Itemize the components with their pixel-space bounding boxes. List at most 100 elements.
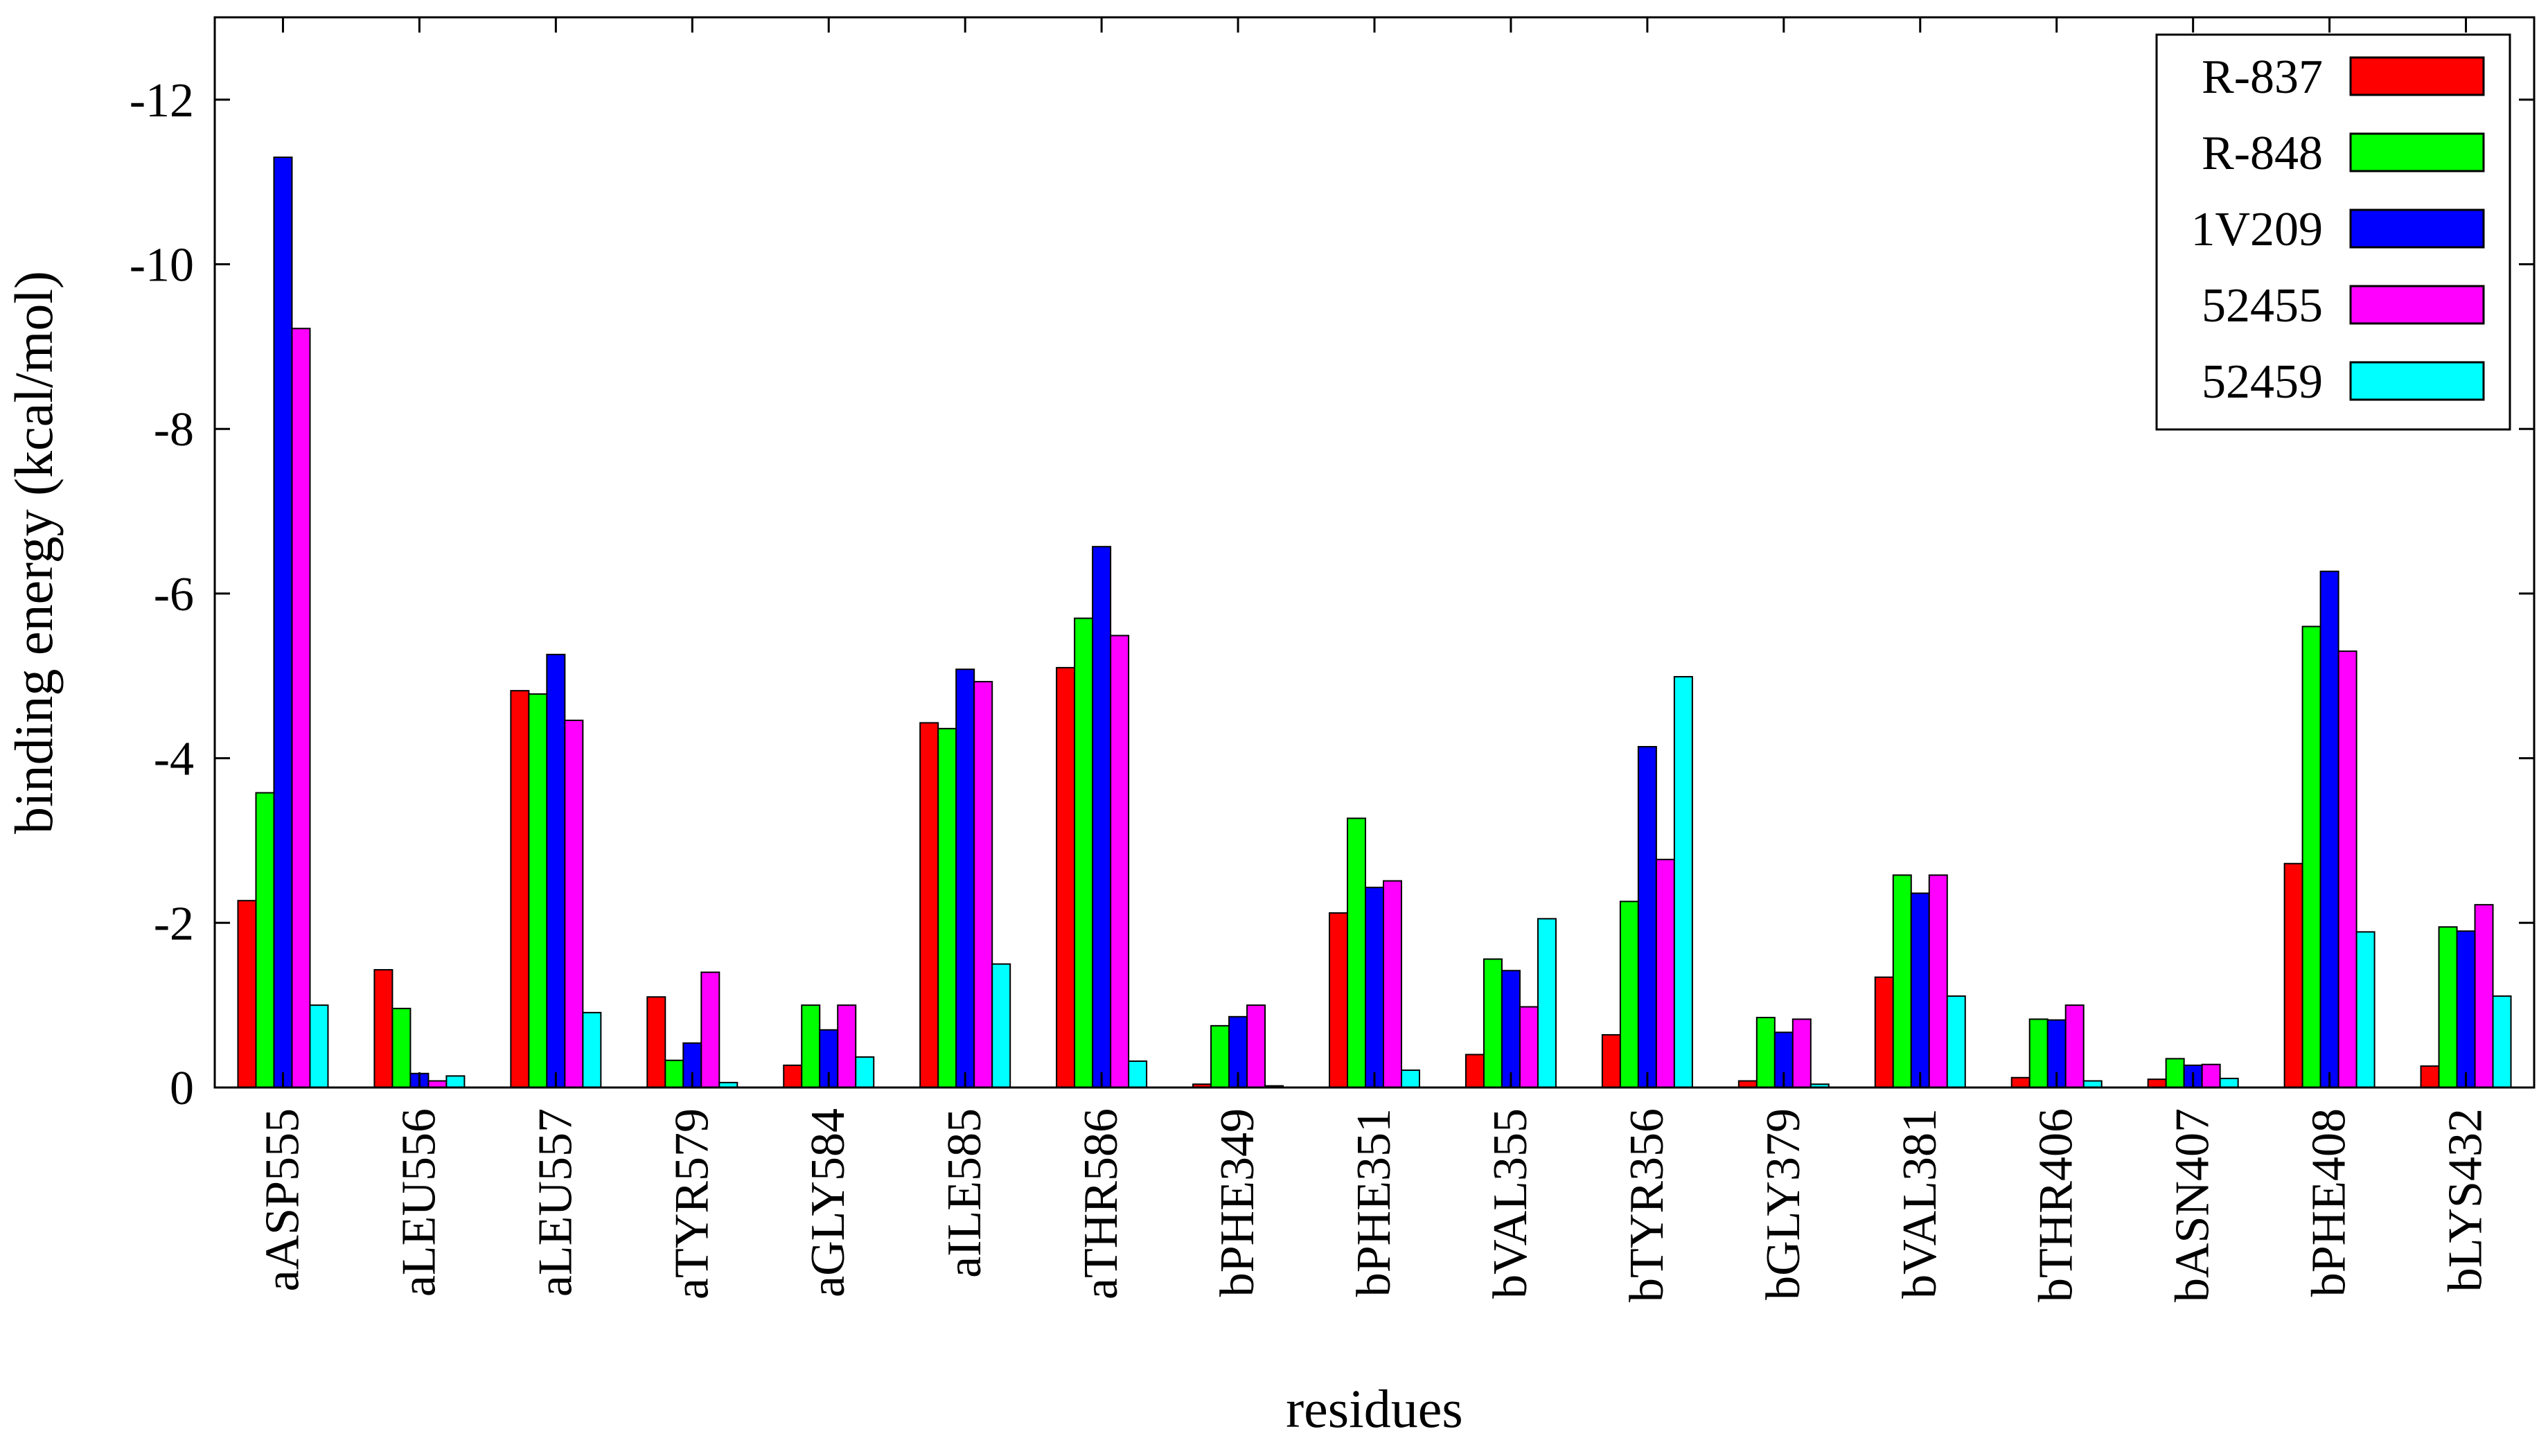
bar-52455-bval381 <box>1928 874 1948 1089</box>
x-tick-label: bTYR356 <box>1620 1108 1674 1302</box>
bar-r-848-blys432 <box>2438 926 2458 1088</box>
bar-52455-btyr356 <box>1655 858 1675 1088</box>
bar-52459-blys432 <box>2492 995 2512 1089</box>
bar-r-837-bval381 <box>1874 976 1894 1088</box>
bar-52455-bthr406 <box>2064 1004 2085 1088</box>
bar-r-837-bphe408 <box>2283 862 2303 1088</box>
bar-r-848-bval355 <box>1483 958 1503 1088</box>
x-tick-label: bVAL381 <box>1893 1108 1947 1299</box>
bar-52455-bphe408 <box>2337 650 2357 1088</box>
bar-1v209-blys432 <box>2456 930 2476 1088</box>
bar-r-848-aleu556 <box>391 1007 412 1089</box>
x-tick-label: aGLY584 <box>802 1108 855 1297</box>
bar-1v209-athr586 <box>1092 546 1112 1088</box>
bar-52459-aile585 <box>991 963 1011 1088</box>
bar-r-837-bphe351 <box>1329 912 1348 1088</box>
bar-r-848-athr586 <box>1074 617 1094 1088</box>
bar-52459-aasp555 <box>309 1004 329 1088</box>
bar-52459-bphe408 <box>2355 931 2376 1088</box>
bar-52455-bgly379 <box>1791 1018 1812 1088</box>
y-axis-title: binding energy (kcal/mol) <box>3 271 64 834</box>
bar-52459-bval355 <box>1537 918 1557 1088</box>
y-tick-label: -2 <box>154 897 194 950</box>
x-tick-label: bVAL355 <box>1484 1108 1537 1299</box>
bar-1v209-bphe408 <box>2319 570 2339 1088</box>
bar-52459-basn407 <box>2219 1077 2239 1088</box>
x-tick-label: bASN407 <box>2166 1108 2220 1302</box>
plot-frame <box>213 16 2536 1089</box>
bar-r-848-bthr406 <box>2028 1018 2049 1088</box>
bar-52455-bval355 <box>1519 1006 1539 1088</box>
legend-label: 52459 <box>2202 355 2323 409</box>
bar-1v209-aile585 <box>955 668 975 1088</box>
legend-swatch <box>2349 56 2485 96</box>
bar-52455-basn407 <box>2201 1063 2221 1088</box>
x-tick-label: aLEU557 <box>529 1108 582 1297</box>
legend-swatch <box>2349 208 2485 249</box>
bar-r-848-aasp555 <box>255 792 275 1088</box>
bar-r-848-bphe351 <box>1347 817 1366 1088</box>
bar-r-837-blys432 <box>2420 1065 2440 1088</box>
bar-r-837-basn407 <box>2147 1078 2167 1088</box>
bar-52455-aile585 <box>973 681 993 1088</box>
legend-label: 52455 <box>2202 279 2323 332</box>
legend-label: R-837 <box>2202 51 2323 104</box>
bar-52459-aleu557 <box>582 1011 602 1088</box>
bar-52455-bphe349 <box>1246 1004 1266 1088</box>
bar-52455-atyr579 <box>700 971 720 1088</box>
x-tick-label: aILE585 <box>938 1108 991 1278</box>
bar-1v209-aasp555 <box>273 157 293 1089</box>
x-tick-label: bPHE351 <box>1347 1108 1401 1297</box>
bar-r-848-bphe408 <box>2301 625 2321 1088</box>
x-tick-label: bGLY379 <box>1757 1108 1810 1300</box>
bar-1v209-bval355 <box>1501 970 1521 1088</box>
x-tick-label: bTHR406 <box>2030 1108 2083 1302</box>
bar-r-848-agly584 <box>801 1004 821 1088</box>
bar-r-848-bgly379 <box>1755 1016 1776 1088</box>
bar-r-848-bphe349 <box>1210 1024 1230 1088</box>
legend-swatch <box>2349 132 2485 172</box>
bar-52459-aleu556 <box>445 1075 466 1089</box>
bar-r-848-atyr579 <box>664 1059 684 1088</box>
legend-swatch <box>2349 361 2485 401</box>
bar-1v209-bval381 <box>1910 892 1930 1088</box>
x-tick-label: bPHE408 <box>2303 1108 2356 1297</box>
bar-r-837-aleu557 <box>510 690 530 1088</box>
bar-r-848-btyr356 <box>1619 900 1639 1089</box>
bar-r-837-bval355 <box>1465 1054 1485 1089</box>
y-tick-label: -4 <box>154 733 194 786</box>
bar-r-837-aleu556 <box>373 969 393 1089</box>
legend-label: 1V209 <box>2191 203 2323 256</box>
bar-1v209-btyr356 <box>1637 745 1657 1088</box>
bar-52455-blys432 <box>2474 904 2494 1088</box>
bar-r-837-btyr356 <box>1601 1033 1621 1089</box>
bar-r-837-aasp555 <box>237 900 257 1088</box>
bar-52459-bphe351 <box>1401 1069 1420 1089</box>
x-tick-label: aLEU556 <box>392 1108 445 1297</box>
bar-52455-athr586 <box>1110 634 1130 1088</box>
bar-r-848-aleu557 <box>528 693 548 1088</box>
x-tick-label: aTYR579 <box>665 1108 718 1299</box>
y-tick-label: -10 <box>130 239 194 292</box>
bar-r-848-aile585 <box>937 727 957 1089</box>
bar-52459-btyr356 <box>1673 675 1693 1088</box>
bar-52459-bval381 <box>1946 995 1966 1089</box>
bar-52455-aleu557 <box>564 719 584 1088</box>
bar-r-837-agly584 <box>783 1064 803 1088</box>
x-tick-label: bPHE349 <box>1211 1108 1264 1297</box>
bar-1v209-aleu557 <box>546 653 566 1088</box>
bar-r-848-bval381 <box>1892 874 1912 1089</box>
bar-1v209-bphe351 <box>1365 887 1384 1088</box>
bar-r-837-atyr579 <box>646 996 666 1089</box>
bar-r-837-athr586 <box>1056 666 1076 1088</box>
ticks-layer: 0 -2 -4 -6 -8 -10 -12 aASP555 aLEU556 aLEU557 aTYR… <box>130 17 2534 1302</box>
y-tick-label: 0 <box>170 1062 194 1115</box>
x-axis-title: residues <box>1286 1378 1463 1439</box>
legend: R-837 R-848 1V209 52455 52459 <box>2155 33 2511 431</box>
y-tick-label: -8 <box>154 403 194 456</box>
bar-52455-bphe351 <box>1383 880 1402 1088</box>
bar-52459-agly584 <box>855 1056 875 1089</box>
